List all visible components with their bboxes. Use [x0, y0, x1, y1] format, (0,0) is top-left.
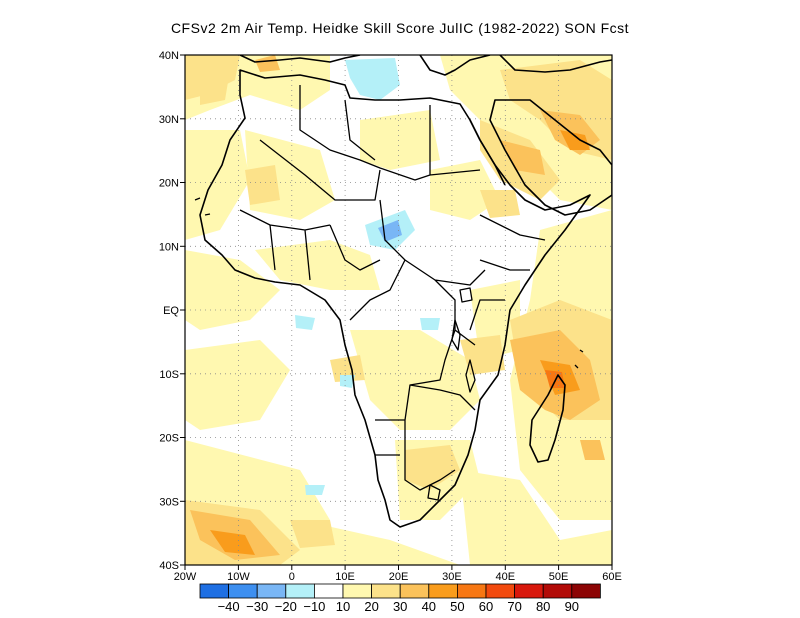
madagascar-outline	[529, 374, 566, 463]
colorbar-swatch	[285, 583, 315, 599]
lat-label: 40S	[159, 560, 179, 572]
colorbar-label: 90	[565, 599, 579, 614]
map-plot-area	[185, 55, 612, 565]
colorbar-swatch	[514, 583, 544, 599]
colorbar-label: 60	[479, 599, 493, 614]
lat-label: EQ	[163, 305, 179, 317]
lat-label: 10N	[159, 241, 179, 253]
colorbar-label: 20	[364, 599, 378, 614]
colorbar-label: 10	[336, 599, 350, 614]
chart-title: CFSv2 2m Air Temp. Heidke Skill Score Ju…	[170, 20, 630, 36]
africa-coastline	[199, 69, 591, 528]
lon-label: 60E	[602, 571, 622, 583]
colorbar-swatch	[199, 583, 230, 599]
lat-label: 20N	[159, 178, 179, 190]
lat-label: 10S	[159, 369, 179, 381]
colorbar-label: −40	[218, 599, 240, 614]
shading-layer	[185, 55, 612, 565]
lat-label: 30N	[159, 114, 179, 126]
lon-label: 10E	[335, 571, 355, 583]
colorbar-label: 80	[536, 599, 550, 614]
colorbar-swatch	[342, 583, 373, 599]
colorbar-label: 70	[507, 599, 521, 614]
colorbar-label: −30	[246, 599, 268, 614]
country-borders	[239, 85, 546, 491]
lake-outlines	[451, 287, 476, 393]
colorbar-swatch	[456, 583, 487, 599]
lon-label: 50E	[549, 571, 569, 583]
colorbar-label: 40	[422, 599, 436, 614]
colorbar-swatch	[399, 583, 430, 599]
colorbar-swatch	[428, 583, 458, 599]
colorbar-swatch	[571, 583, 601, 599]
lon-label: 30E	[442, 571, 462, 583]
lon-label: 10W	[227, 571, 250, 583]
colorbar-label: 30	[393, 599, 407, 614]
colorbar	[199, 583, 601, 599]
axis-ticks	[180, 54, 613, 570]
latitude-labels: 40N 30N 20N 10N EQ 10S 20S 30S 40S	[159, 50, 180, 572]
lat-label: 20S	[159, 433, 179, 445]
colorbar-swatch	[256, 583, 287, 599]
colorbar-swatch	[228, 583, 258, 599]
arabia-outline	[489, 99, 612, 216]
colorbar-swatch	[485, 583, 516, 599]
europe-outline	[239, 55, 361, 63]
colorbar-label: 50	[450, 599, 464, 614]
coastline-outlines	[194, 55, 612, 528]
grid-lines	[185, 55, 612, 565]
longitude-labels: 20W 10W 0 10E 20E 30E 40E 50E 60E	[174, 571, 622, 583]
lat-label: 30S	[159, 496, 179, 508]
colorbar-label: −10	[303, 599, 325, 614]
colorbar-labels: −40 −30 −20 −10 10 20 30 40 50 60 70 80 90	[218, 599, 579, 614]
lon-label: 20E	[389, 571, 409, 583]
lon-label: 40E	[496, 571, 516, 583]
lat-label: 40N	[159, 50, 179, 62]
colorbar-swatch	[542, 583, 573, 599]
colorbar-swatch	[371, 583, 401, 599]
colorbar-swatch	[313, 583, 344, 599]
colorbar-label: −20	[275, 599, 297, 614]
lon-label: 0	[289, 571, 295, 583]
lon-label: 20W	[174, 571, 197, 583]
